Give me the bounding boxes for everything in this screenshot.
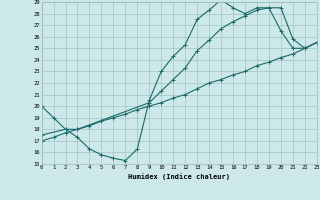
X-axis label: Humidex (Indice chaleur): Humidex (Indice chaleur) bbox=[128, 173, 230, 180]
